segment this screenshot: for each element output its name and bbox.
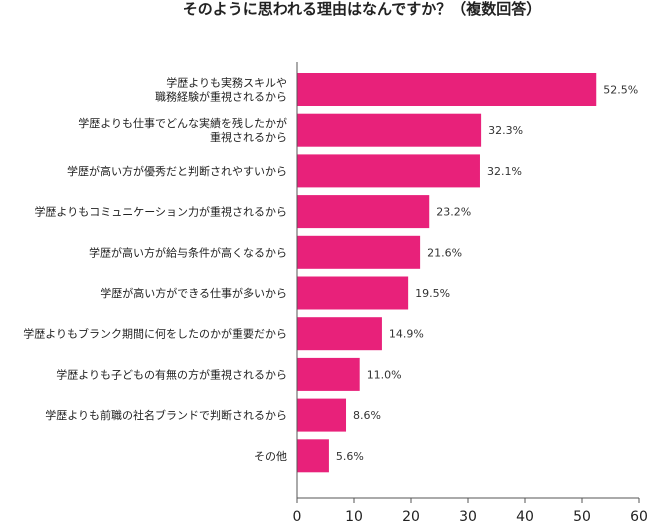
bar-7: [297, 317, 382, 351]
category-label-1-line-2: 職務経験が重視されるから: [155, 90, 287, 104]
bar-4: [297, 195, 430, 229]
x-tick-label-10: 10: [345, 509, 363, 525]
category-label-8: 学歴よりも子どもの有無の方が重視されるから: [56, 367, 287, 381]
category-label-1-line-1: 学歴よりも実務スキルや: [166, 76, 287, 90]
x-tick-label-50: 50: [573, 509, 591, 525]
bar-2: [297, 113, 482, 147]
x-tick-label-30: 30: [459, 509, 477, 525]
value-label-7: 14.9%: [389, 328, 424, 341]
value-label-10: 5.6%: [336, 450, 364, 463]
chart-title: そのように思われる理由はなんですか？（複数回答）: [183, 0, 542, 18]
category-label-3: 学歴が高い方が優秀だと判断されやすいから: [67, 164, 287, 178]
value-label-9: 8.6%: [353, 409, 381, 422]
category-label-4: 学歴よりもコミュニケーション力が重視されるから: [34, 205, 287, 219]
category-label-6: 学歴が高い方ができる仕事が多いから: [100, 286, 287, 300]
value-label-1: 52.5%: [603, 84, 638, 97]
x-tick-label-60: 60: [630, 509, 648, 525]
bar-5: [297, 235, 421, 269]
bar-3: [297, 154, 480, 188]
bar-8: [297, 357, 360, 391]
x-tick-label-0: 0: [293, 509, 302, 525]
value-label-6: 19.5%: [415, 287, 450, 300]
category-label-9: 学歴よりも前職の社名ブランドで判断されるから: [45, 408, 287, 422]
x-tick-label-20: 20: [402, 509, 420, 525]
category-label-10: その他: [254, 450, 287, 463]
category-label-5: 学歴が高い方が給与条件が高くなるから: [89, 245, 287, 259]
value-label-5: 21.6%: [427, 246, 462, 259]
category-label-7: 学歴よりもブランク期間に何をしたのかが重要だから: [23, 327, 287, 341]
value-label-2: 32.3%: [488, 124, 523, 137]
bar-1: [297, 73, 597, 106]
value-label-3: 32.1%: [487, 165, 522, 178]
category-label-2-line-1: 学歴よりも仕事でどんな実績を残したかが: [78, 116, 287, 130]
bar-10: [297, 439, 329, 473]
x-tick-label-40: 40: [516, 509, 534, 525]
bar-6: [297, 276, 409, 310]
bar-9: [297, 398, 347, 432]
value-label-8: 11.0%: [367, 368, 402, 381]
category-label-2-line-2: 重視されるから: [210, 130, 287, 144]
value-label-4: 23.2%: [436, 206, 471, 219]
